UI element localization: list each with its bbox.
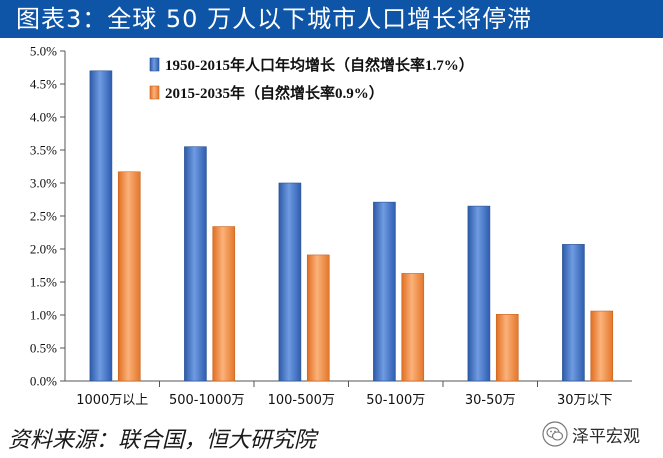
watermark: 泽平宏观 [542, 420, 640, 448]
bar-proj-5 [590, 310, 614, 382]
y-tick-label: 3.5% [30, 143, 57, 158]
y-tick-label: 0.0% [30, 374, 57, 389]
y-tick-label: 4.5% [30, 77, 57, 92]
y-tick-label: 1.0% [30, 308, 57, 323]
y-tick-label: 2.5% [30, 209, 57, 224]
x-category-label: 100-500万 [268, 393, 335, 408]
legend-swatch-1 [149, 85, 160, 100]
legend-label-1: 2015-2035年（自然增长率0.9%） [165, 84, 384, 102]
x-category-label: 1000万以上 [76, 393, 148, 408]
bar-hist-0 [89, 70, 113, 382]
wechat-icon [542, 421, 568, 447]
legend-swatch-0 [149, 57, 160, 72]
y-tick-label: 0.5% [30, 341, 57, 356]
y-tick-label: 5.0% [30, 44, 57, 59]
x-category-label: 30万以下 [557, 393, 613, 408]
chart-title: 图表3：全球 50 万人以下城市人口增长将停滞 [0, 0, 663, 38]
watermark-text: 泽平宏观 [572, 426, 640, 447]
y-tick-label: 3.0% [30, 176, 57, 191]
bar-hist-5 [562, 244, 585, 382]
bar-chart: 0.0% 0.5% 1.0% 1.5% 2.0% 2.5% 3.0% 3.5% 4.0% 4.5%… [30, 44, 632, 408]
x-category-label: 500-1000万 [169, 393, 245, 408]
y-tick-label: 4.0% [30, 110, 57, 125]
y-tick-label: 2.0% [30, 242, 57, 257]
bar-proj-2 [306, 254, 330, 382]
bar-hist-2 [278, 182, 302, 382]
bar-proj-0 [117, 171, 141, 382]
legend-label-0: 1950-2015年人口年均增长（自然增长率1.7%） [165, 56, 474, 74]
x-category-label: 50-100万 [366, 393, 425, 408]
bar-hist-4 [467, 205, 491, 382]
bar-hist-3 [373, 201, 396, 382]
source-note: 资料来源：联合国，恒大研究院 [8, 428, 317, 453]
bar-proj-3 [401, 273, 425, 382]
bar-proj-1 [212, 226, 236, 382]
y-tick-label: 1.5% [30, 275, 57, 290]
bar-proj-4 [495, 314, 519, 382]
x-category-label: 30-50万 [465, 393, 516, 408]
bar-hist-1 [184, 146, 207, 382]
